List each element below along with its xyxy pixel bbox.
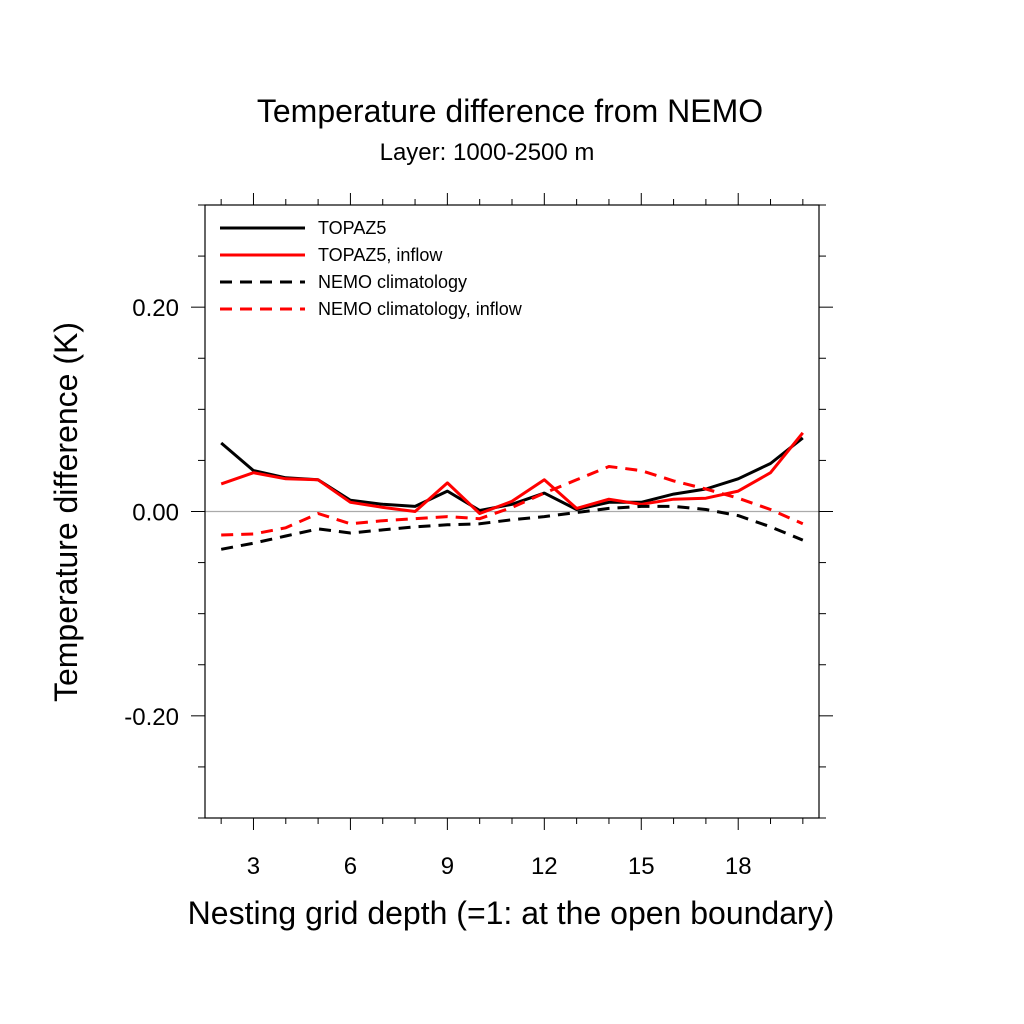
legend-label-1: TOPAZ5 bbox=[318, 218, 386, 238]
chart-title: Temperature difference from NEMO bbox=[257, 93, 763, 129]
series-line-2 bbox=[220, 431, 804, 515]
y-axis-label: Temperature difference (K) bbox=[48, 322, 84, 702]
x-tick-label: 15 bbox=[628, 853, 655, 880]
chart-subtitle: Layer: 1000-2500 m bbox=[380, 139, 595, 166]
x-tick-label: 3 bbox=[247, 853, 260, 880]
y-tick-label: -0.20 bbox=[124, 704, 179, 731]
x-axis-label: Nesting grid depth (=1: at the open boun… bbox=[188, 895, 835, 931]
legend-label-4: NEMO climatology, inflow bbox=[318, 299, 523, 319]
x-tick-label: 9 bbox=[441, 853, 454, 880]
legend: TOPAZ5 TOPAZ5, inflow NEMO climatology NEMO… bbox=[220, 218, 523, 319]
x-tick-label: 12 bbox=[531, 853, 558, 880]
series-line-4 bbox=[221, 465, 804, 537]
y-tick-label: 0.00 bbox=[132, 500, 179, 527]
x-tick-label: 18 bbox=[725, 853, 752, 880]
plot-area: 3 6 9 12 15 18 -0.20 0.00 0.20 bbox=[124, 193, 833, 880]
series-line-3 bbox=[220, 504, 804, 551]
legend-label-3: NEMO climatology bbox=[318, 272, 467, 292]
y-tick-label: 0.20 bbox=[132, 295, 179, 322]
x-tick-label: 6 bbox=[344, 853, 357, 880]
legend-label-2: TOPAZ5, inflow bbox=[318, 245, 443, 265]
